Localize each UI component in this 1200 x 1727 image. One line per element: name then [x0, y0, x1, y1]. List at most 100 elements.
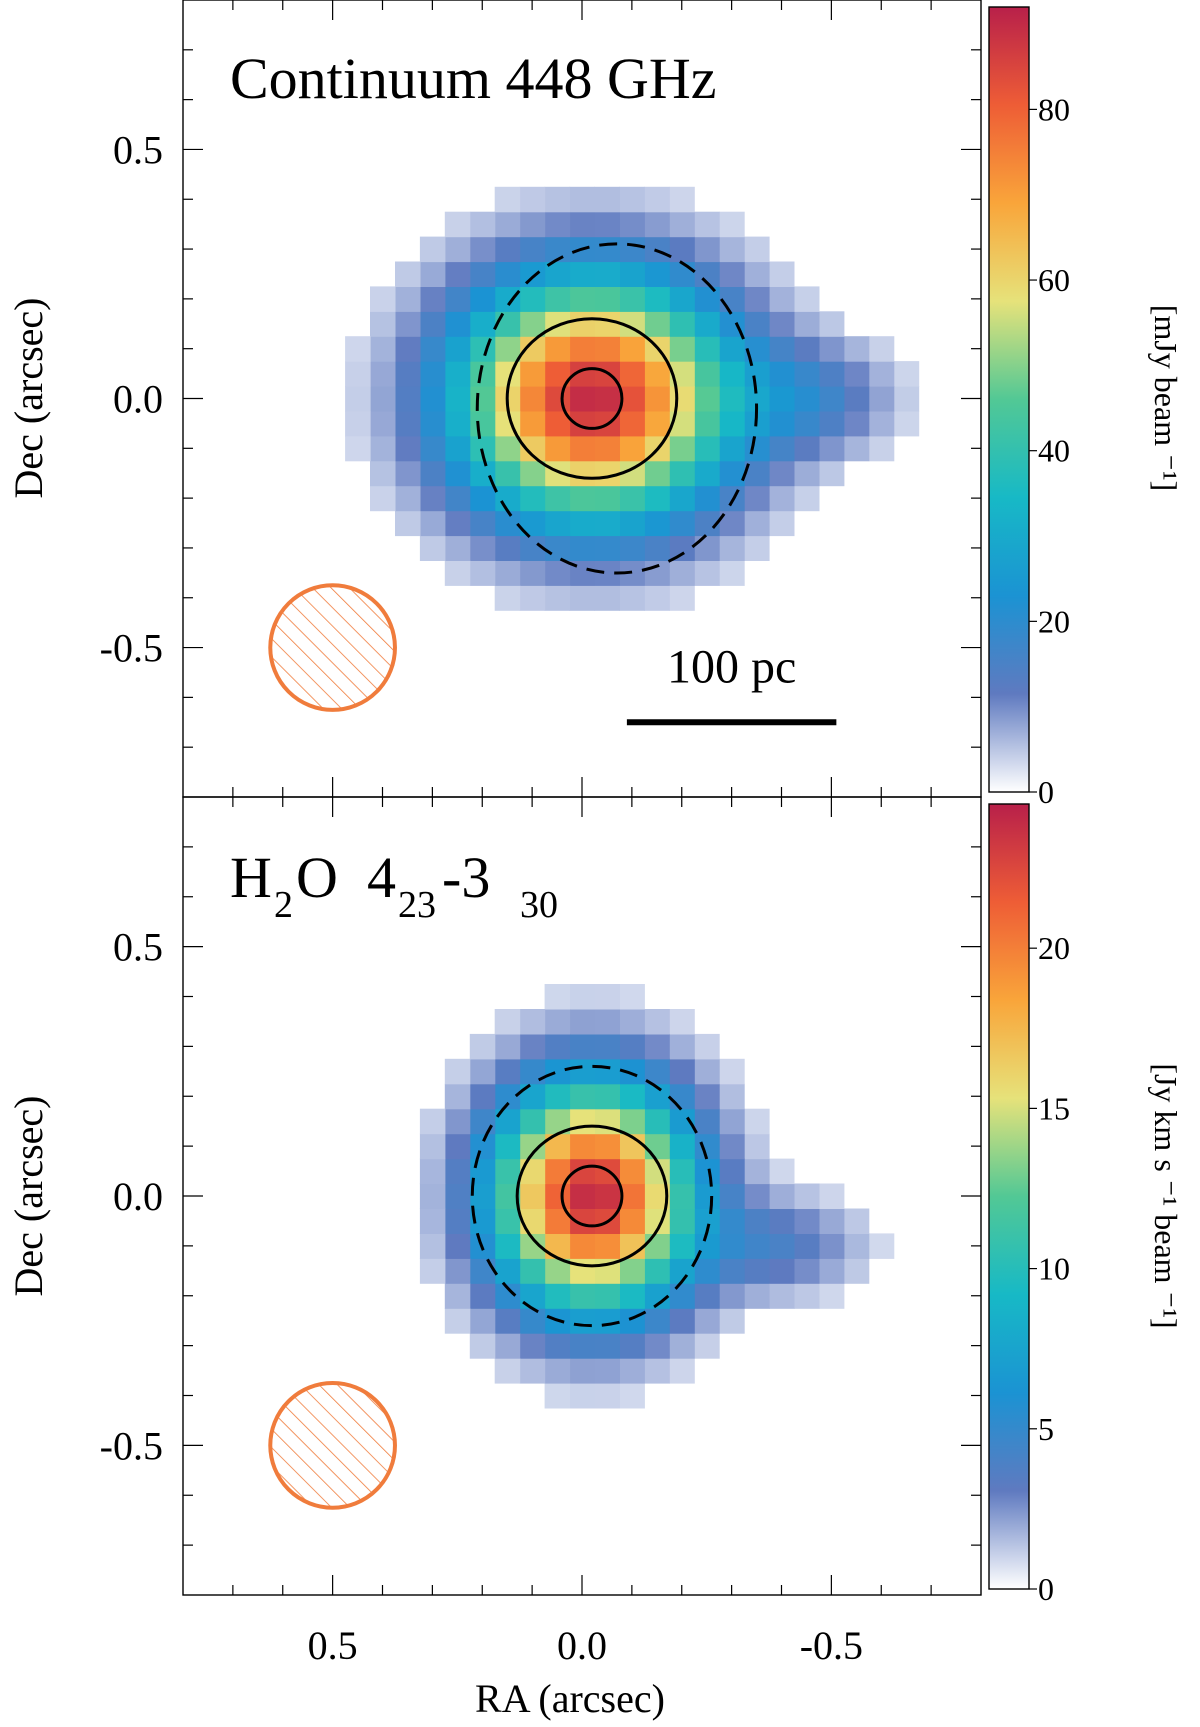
heatmap-pixel — [619, 984, 645, 1010]
colorbar-label-h2o: [Jy km s ⁻¹ beam ⁻¹] — [1148, 1063, 1184, 1328]
heatmap-pixel — [569, 1058, 595, 1085]
heatmap-pixel — [519, 485, 546, 512]
heatmap-pixel — [794, 1283, 820, 1309]
heatmap-pixel — [544, 1333, 571, 1359]
heatmap-pixel — [644, 1033, 670, 1060]
heatmap-pixel — [794, 485, 820, 512]
y-tick-label: -0.5 — [100, 1423, 163, 1468]
heatmap-pixel — [694, 485, 720, 512]
heatmap-pixel — [395, 311, 421, 337]
colorbar-frame — [988, 6, 1030, 793]
heatmap-pixel — [444, 361, 471, 387]
heatmap-pixel — [544, 485, 571, 512]
heatmap-pixel — [594, 1358, 620, 1384]
heatmap-pixel — [469, 1258, 496, 1284]
heatmap-pixel — [519, 1009, 546, 1035]
heatmap-pixel — [794, 386, 820, 412]
heatmap-pixel — [594, 1133, 620, 1160]
heatmap-pixel — [594, 236, 620, 263]
heatmap-pixel — [843, 361, 870, 387]
heatmap-pixel — [719, 435, 745, 462]
heatmap-pixel — [494, 336, 521, 362]
heatmap-pixel — [719, 1308, 745, 1334]
heatmap-pixel — [769, 435, 795, 462]
heatmap-pixel — [868, 410, 895, 437]
heatmap-pixel — [619, 186, 645, 213]
heatmap-pixel — [818, 361, 845, 387]
heatmap-pixel — [669, 386, 695, 412]
heatmap-pixel — [469, 1183, 496, 1209]
heatmap-pixel — [569, 311, 595, 337]
heatmap-pixel — [843, 1258, 870, 1284]
heatmap-pixel — [444, 485, 471, 512]
heatmap-pixel — [544, 1083, 571, 1110]
heatmap-pixel — [644, 1308, 670, 1334]
heatmap-pixel — [569, 1358, 595, 1384]
heatmap-pixel — [794, 1233, 820, 1259]
heatmap-pixel — [818, 1258, 845, 1284]
heatmap-pixel — [444, 386, 471, 412]
heatmap-pixel — [569, 336, 595, 362]
heatmap-pixel — [619, 1258, 645, 1284]
heatmap-pixel — [794, 311, 820, 337]
heatmap-pixel — [594, 1283, 620, 1309]
heatmap-pixel — [419, 1233, 446, 1259]
heatmap-pixel — [444, 460, 471, 487]
heatmap-pixel — [619, 435, 645, 462]
y-axis-label-continuum: Dec (arcsec) — [6, 298, 51, 499]
heatmap-pixel — [544, 1183, 571, 1209]
heatmap-pixel — [594, 1308, 620, 1334]
heatmap-pixel — [594, 460, 620, 487]
heatmap-pixel — [669, 1333, 695, 1359]
heatmap-pixel — [444, 1283, 471, 1309]
heatmap-pixel — [594, 286, 620, 312]
colorbar-tick-label: 0 — [1038, 774, 1054, 810]
heatmap-pixel — [769, 1158, 795, 1185]
heatmap-pixel — [818, 386, 845, 412]
heatmap-pixel — [644, 560, 670, 586]
heatmap-pixel — [395, 361, 421, 387]
colorbar-label-continuum: [mJy beam ⁻¹] — [1148, 305, 1184, 491]
heatmap-pixel — [893, 386, 920, 412]
heatmap-pixel — [419, 261, 446, 287]
heatmap-pixel — [419, 1133, 446, 1160]
title-species: H — [230, 845, 272, 910]
heatmap-pixel — [494, 1158, 521, 1185]
contour-solid — [560, 1164, 624, 1228]
heatmap-pixel — [494, 1233, 521, 1259]
colorbar-h2o: 0 5 10 15 20 [Jy km s ⁻¹ beam ⁻¹] — [988, 803, 1184, 1607]
heatmap-pixel — [345, 336, 371, 362]
heatmap-pixel — [644, 386, 670, 412]
heatmap-pixel — [719, 1058, 745, 1085]
heatmap-pixel — [469, 1108, 496, 1135]
heatmap-pixel — [644, 1133, 670, 1160]
heatmap-pixel — [395, 460, 421, 487]
beam-h2o — [268, 1381, 397, 1510]
heatmap-pixel — [469, 286, 496, 312]
heatmap-pixel — [619, 510, 645, 537]
heatmap-pixel — [669, 1233, 695, 1259]
heatmap-pixel — [494, 1058, 521, 1085]
heatmap-pixel — [619, 1383, 645, 1409]
contours-h2o — [470, 1064, 714, 1328]
heatmap-pixel — [419, 286, 446, 312]
heatmap-pixel — [370, 435, 396, 462]
heatmap-pixel — [719, 1283, 745, 1309]
heatmap-pixel — [469, 1283, 496, 1309]
colorbar-continuum: 0 20 40 60 80 [mJy beam ⁻¹] — [988, 6, 1184, 810]
heatmap-pixel — [719, 336, 745, 362]
heatmap-pixel — [395, 286, 421, 312]
heatmap-pixel — [494, 460, 521, 487]
heatmap-pixel — [843, 336, 870, 362]
heatmap-pixel — [818, 1283, 845, 1309]
heatmap-pixel — [594, 485, 620, 512]
heatmap-pixel — [769, 460, 795, 487]
heatmap-pixel — [544, 1283, 571, 1309]
heatmap-pixel — [794, 1183, 820, 1209]
heatmap-pixel — [619, 261, 645, 287]
heatmap-pixel — [769, 261, 795, 287]
heatmap-pixel — [519, 1108, 546, 1135]
heatmap-pixel — [669, 1033, 695, 1060]
heatmap-pixel — [444, 261, 471, 287]
